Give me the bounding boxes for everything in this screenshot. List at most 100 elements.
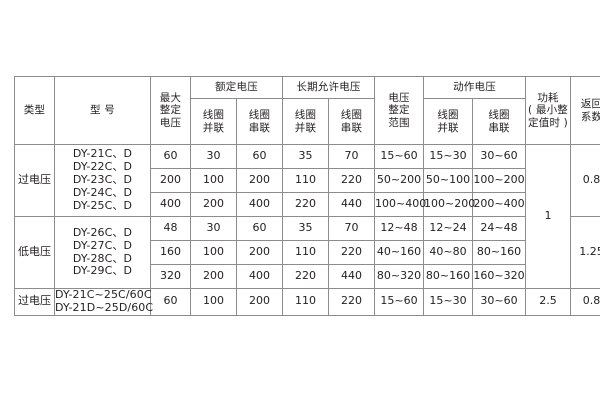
cell-rated-parallel: 200 xyxy=(190,192,237,217)
cell-rated-parallel: 200 xyxy=(190,264,237,289)
cell-model-list: DY-21C、D DY-22C、D DY-23C、D DY-24C、D DY-2… xyxy=(54,144,151,217)
cell-model-list: DY-21C~25C/60C DY-21D~25D/60C xyxy=(54,288,153,316)
header-long-coil-parallel: 线圈 并联 xyxy=(282,98,329,145)
cell-voltage-range: 50~200 xyxy=(374,168,425,193)
header-rated-coil-parallel: 线圈 并联 xyxy=(190,98,237,145)
cell-max-setting-voltage: 48 xyxy=(150,216,191,241)
cell-type: 低电压 xyxy=(14,216,55,289)
table-row: 200 100 200 110 220 50~200 50~100 100~20… xyxy=(15,168,600,193)
cell-max-setting-voltage: 200 xyxy=(150,168,191,193)
model-line: DY-24C、D xyxy=(72,185,133,199)
cell-voltage-range: 15~60 xyxy=(374,288,425,316)
cell-long-parallel: 35 xyxy=(282,144,329,169)
header-long-term-allowed-voltage: 长期允许电压 xyxy=(281,76,376,99)
cell-rated-series: 200 xyxy=(236,240,283,265)
cell-long-series: 440 xyxy=(327,264,376,289)
header-voltage-setting-range-line1: 电压 xyxy=(388,91,410,104)
cell-action-parallel: 50~100 xyxy=(423,168,474,193)
model-line: DY-21C、D xyxy=(72,147,133,161)
cell-voltage-range: 80~320 xyxy=(374,264,425,289)
cell-return-coefficient: 1.25 xyxy=(570,216,600,289)
header-action-coil-series-line1: 线圈 xyxy=(488,109,510,122)
header-long-coil-series: 线圈 串联 xyxy=(327,98,376,145)
cell-long-parallel: 110 xyxy=(282,168,329,193)
table-body: 过电压 DY-21C、D DY-22C、D DY-23C、D DY-24C、D … xyxy=(14,144,600,316)
header-rated-coil-series: 线圈 串联 xyxy=(236,98,283,145)
header-rated-coil-parallel-line1: 线圈 xyxy=(202,109,225,122)
cell-long-series: 220 xyxy=(327,240,376,265)
model-line: DY-23C、D xyxy=(72,173,133,187)
table-row: 过电压 DY-21C、D DY-22C、D DY-23C、D DY-24C、D … xyxy=(14,144,600,289)
table-row: 160 100 200 110 220 40~160 40~80 80~160 xyxy=(15,240,600,265)
header-voltage-setting-range-line3: 范围 xyxy=(388,116,410,129)
relay-specification-table: 类型 型 号 最大 整定 电压 额定电压 长期允许电压 电压 整定 范围 动作电… xyxy=(14,76,600,316)
header-power-consumption: 功耗 ( 最小整 定值时 ) xyxy=(525,76,572,145)
table-row: 320 200 400 220 440 80~320 80~160 160~32… xyxy=(15,264,600,289)
cell-long-parallel: 110 xyxy=(282,240,329,265)
cell-action-series: 30~60 xyxy=(472,144,527,169)
header-voltage-setting-range-line2: 整定 xyxy=(388,104,410,117)
table-row: 过电压 DY-21C~25C/60C DY-21D~25D/60C 60 100… xyxy=(14,288,600,316)
header-action-coil-series-line2: 串联 xyxy=(488,121,510,134)
cell-long-parallel: 35 xyxy=(282,216,329,241)
cell-max-setting-voltage: 320 xyxy=(150,264,191,289)
cell-power-consumption: 2.5 xyxy=(525,288,572,316)
header-long-coil-parallel-line1: 线圈 xyxy=(294,109,317,122)
table-row: 低电压 DY-26C、D DY-27C、D DY-28C、D DY-29C、D … xyxy=(14,216,600,289)
cell-long-parallel: 220 xyxy=(282,192,329,217)
cell-type: 过电压 xyxy=(14,288,55,316)
cell-long-series: 220 xyxy=(327,168,376,193)
model-line: DY-21C~25C/60C xyxy=(55,288,152,301)
cell-rated-series: 60 xyxy=(236,144,283,169)
cell-rated-series: 60 xyxy=(236,216,283,241)
cell-max-setting-voltage: 60 xyxy=(150,288,191,316)
header-max-setting-voltage-line3: 电压 xyxy=(159,116,182,129)
header-return-coefficient-line2: 系数 xyxy=(580,110,600,123)
cell-long-series: 70 xyxy=(327,216,376,241)
cell-action-series: 200~400 xyxy=(472,192,527,217)
cell-long-parallel: 110 xyxy=(282,288,329,316)
header-voltage-setting-range: 电压 整定 范围 xyxy=(374,76,425,145)
header-power-consumption-line3: 定值时 ) xyxy=(528,116,568,129)
header-action-coil-series: 线圈 串联 xyxy=(472,98,527,145)
cell-voltage-range: 12~48 xyxy=(374,216,425,241)
header-rated-coil-series-line2: 串联 xyxy=(248,121,271,134)
header-action-coil-parallel: 线圈 并联 xyxy=(423,98,474,145)
cell-max-setting-voltage: 400 xyxy=(150,192,191,217)
header-model: 型 号 xyxy=(54,76,151,145)
table-row: 400 200 400 220 440 100~400 100~200 200~… xyxy=(15,192,600,217)
cell-rated-parallel: 100 xyxy=(190,288,237,316)
model-line: DY-28C、D xyxy=(72,251,133,265)
cell-model-list: DY-26C、D DY-27C、D DY-28C、D DY-29C、D xyxy=(54,216,151,289)
cell-action-parallel: 80~160 xyxy=(423,264,474,289)
cell-voltage-range: 100~400 xyxy=(374,192,426,217)
header-rated-voltage: 额定电压 xyxy=(190,76,283,99)
cell-action-series: 160~320 xyxy=(472,264,527,289)
header-max-setting-voltage-line1: 最大 xyxy=(159,91,182,104)
header-return-coefficient: 返回 系数 xyxy=(570,76,600,145)
cell-rated-parallel: 30 xyxy=(190,144,237,169)
header-long-coil-series-line1: 线圈 xyxy=(340,109,363,122)
cell-action-parallel: 40~80 xyxy=(423,240,474,265)
cell-action-series: 24~48 xyxy=(472,216,527,241)
cell-action-parallel: 100~200 xyxy=(423,192,475,217)
cell-action-series: 80~160 xyxy=(472,240,527,265)
model-line: DY-25C、D xyxy=(72,198,133,212)
header-action-voltage: 动作电压 xyxy=(423,76,527,99)
header-action-coil-parallel-line1: 线圈 xyxy=(437,109,459,122)
model-line: DY-29C、D xyxy=(72,264,133,278)
cell-action-parallel: 15~30 xyxy=(423,144,474,169)
cell-rated-series: 400 xyxy=(236,264,283,289)
cell-action-series: 100~200 xyxy=(472,168,527,193)
cell-max-setting-voltage: 60 xyxy=(150,144,191,169)
header-type: 类型 xyxy=(14,76,55,145)
cell-long-series: 70 xyxy=(327,144,376,169)
model-line: DY-27C、D xyxy=(72,238,133,252)
cell-long-series: 440 xyxy=(327,192,376,217)
cell-rated-parallel: 30 xyxy=(190,216,237,241)
header-max-setting-voltage: 最大 整定 电压 xyxy=(150,76,191,145)
header-max-setting-voltage-line2: 整定 xyxy=(159,104,182,117)
header-return-coefficient-line1: 返回 xyxy=(580,98,600,111)
spec-table-container: 类型 型 号 最大 整定 电压 额定电压 长期允许电压 电压 整定 范围 动作电… xyxy=(14,76,600,316)
model-line: DY-26C、D xyxy=(72,225,133,239)
